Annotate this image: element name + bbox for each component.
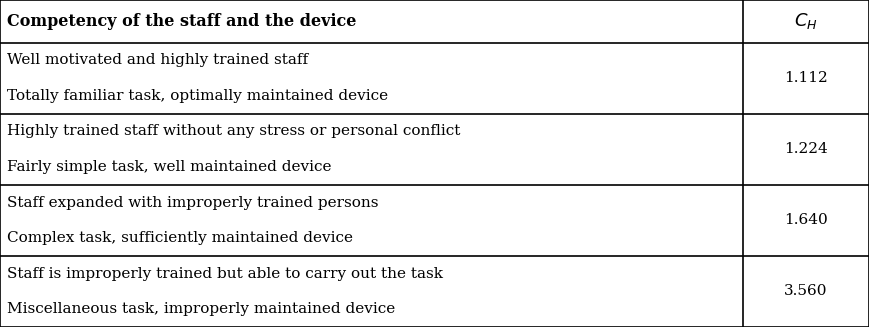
Text: Staff is improperly trained but able to carry out the task: Staff is improperly trained but able to … [7,267,443,281]
Text: Complex task, sufficiently maintained device: Complex task, sufficiently maintained de… [7,231,353,245]
Text: 3.560: 3.560 [784,284,828,299]
Text: $\mathit{C}_\mathit{H}$: $\mathit{C}_\mathit{H}$ [794,11,818,31]
Text: 1.640: 1.640 [784,213,828,227]
Text: Totally familiar task, optimally maintained device: Totally familiar task, optimally maintai… [7,89,388,103]
Text: 1.224: 1.224 [784,142,828,156]
Text: Well motivated and highly trained staff: Well motivated and highly trained staff [7,53,308,67]
Text: Staff expanded with improperly trained persons: Staff expanded with improperly trained p… [7,196,379,210]
Text: Highly trained staff without any stress or personal conflict: Highly trained staff without any stress … [7,124,461,138]
Text: Competency of the staff and the device: Competency of the staff and the device [7,13,356,30]
Text: 1.112: 1.112 [784,71,828,85]
Text: Miscellaneous task, improperly maintained device: Miscellaneous task, improperly maintaine… [7,302,395,316]
Text: Fairly simple task, well maintained device: Fairly simple task, well maintained devi… [7,160,331,174]
